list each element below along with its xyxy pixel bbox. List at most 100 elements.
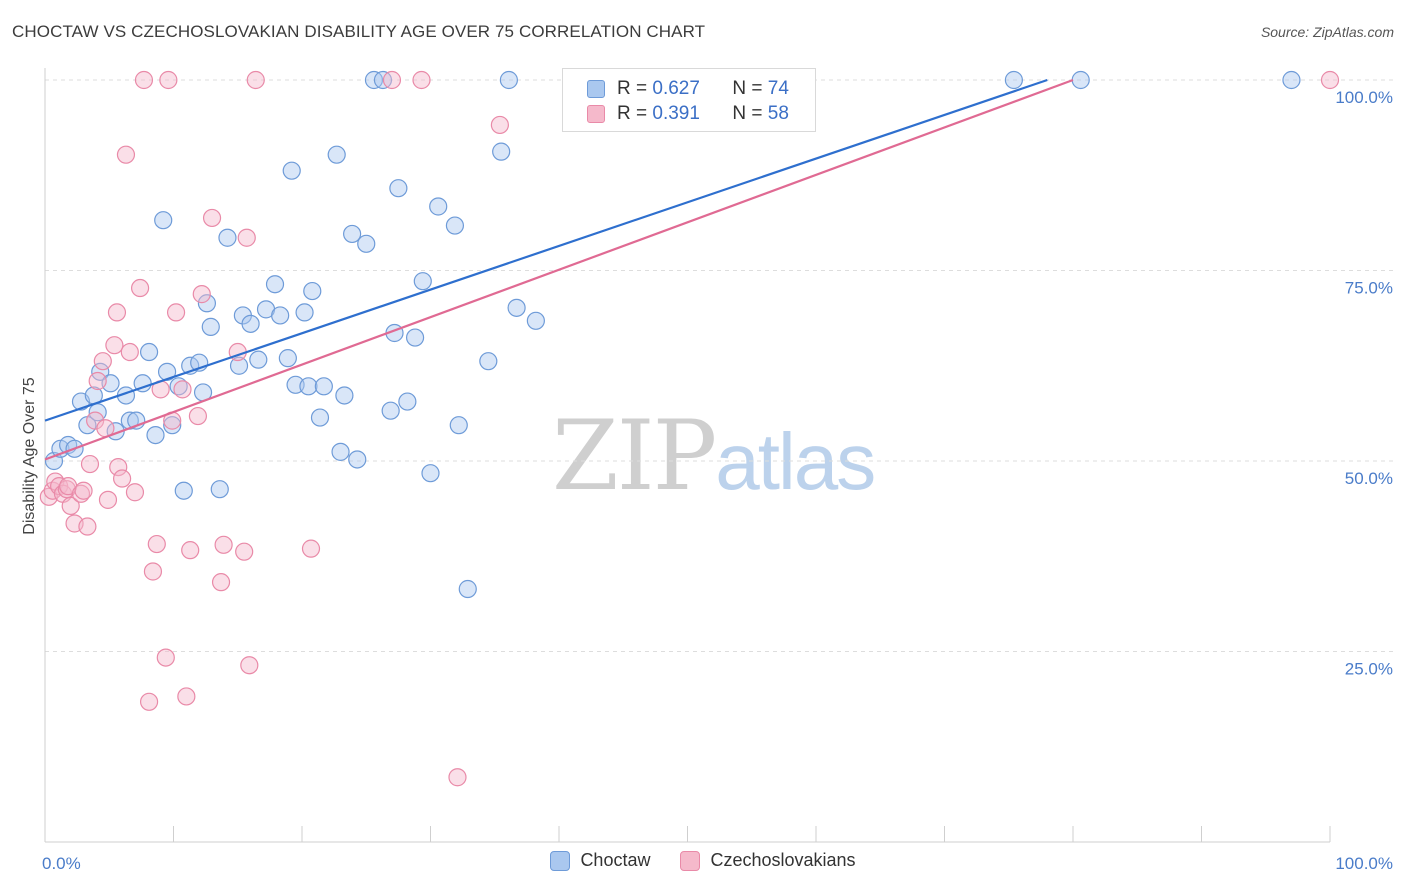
legend-swatch-choctaw [587,80,605,98]
choctaw-point [449,416,468,435]
choctaw-point [507,298,526,317]
choctaw-point [201,317,220,336]
choctaw-point [271,306,290,325]
czechoslovakians-points [39,70,1340,787]
source-label: Source: ZipAtlas.com [1260,24,1394,40]
czechoslovakians-point [86,411,105,430]
choctaw-point [1071,70,1090,90]
czechoslovakians-point [61,496,80,516]
czechoslovakians-point [78,517,97,536]
watermark-zip: ZIP [552,400,717,512]
legend-n-label: N = [732,78,763,99]
czechoslovakians-point [93,352,112,371]
legend-r-label: R = [617,78,648,99]
czechoslovakians-point [240,656,259,675]
choctaw-point [139,342,159,362]
choctaw-point [197,294,217,313]
czechoslovakians-point [147,534,166,554]
choctaw-point [314,377,333,396]
legend-r-value: 0.391 [652,103,700,124]
czechoslovakians-point [1320,70,1340,90]
czechoslovakians-point [246,70,265,90]
tick-labels: 100.0% 75.0% 50.0% 25.0% 0.0% 100.0% [42,88,1393,873]
y-axis-label: Disability Age Over 75 [21,377,38,535]
czechoslovakians-point [173,380,192,399]
choctaw-point [303,281,322,301]
choctaw-point [310,408,330,427]
legend-swatch-czech [587,105,605,123]
legend-swatch-czechoslovakians [680,850,701,871]
choctaw-point [421,464,440,483]
choctaw-point [1282,70,1301,90]
czechoslovakians-point [74,481,93,500]
czechoslovakians-point [202,208,222,228]
choctaw-point [429,197,448,216]
choctaw-point [479,352,498,371]
czechoslovakians-point [80,454,100,474]
czechoslovakians-point [120,342,139,362]
choctaw-point [445,216,465,235]
czechoslovakians-point [109,457,128,477]
series-legend: Choctaw Czechoslovakians [0,850,1406,871]
czechoslovakians-point [211,573,231,592]
czechoslovakians-point [88,371,107,391]
czechoslovakians-point [112,469,132,488]
legend-label-choctaw: Choctaw [580,850,651,870]
czechoslovakians-point [98,490,118,509]
x-tick-label: 100.0% [1335,854,1393,873]
choctaw-point [154,211,173,230]
czechoslovakians-point [71,484,91,503]
legend-n-value: 74 [767,78,789,99]
choctaw-point [265,275,285,294]
czechoslovakians-point [105,336,124,355]
choctaw-point [398,392,417,411]
czechoslovakians-point [235,542,254,561]
y-tick-label: 50.0% [1345,469,1393,488]
czechoslovakians-point [143,562,163,581]
choctaw-point [278,349,297,368]
choctaw-point [218,228,237,247]
czechoslovakians-point [490,115,509,135]
czechoslovakians-point [412,70,431,90]
czechoslovakians-point [156,648,175,667]
choctaw-point [295,303,314,322]
legend-item-czechoslovakians[interactable]: Czechoslovakians [680,850,856,871]
czechoslovakians-point [134,70,154,90]
legend-item-choctaw[interactable]: Choctaw [550,850,650,871]
choctaw-point [157,362,177,381]
legend-label-czechoslovakians: Czechoslovakians [710,850,856,870]
czechoslovakians-point [188,406,208,426]
trend-lines [44,78,1074,461]
watermark: ZIPatlas [552,400,876,512]
czechoslovakians-point [214,535,233,554]
choctaw-point [146,425,165,445]
czechoslovakians-point [166,303,186,322]
czechoslovakians-point [181,541,200,560]
choctaw-point [241,314,260,333]
choctaw-point [343,224,362,244]
czechoslovakians-point [159,70,178,90]
choctaw-point [174,481,193,500]
czechoslovakians-point [192,285,211,304]
choctaw-point [210,480,229,499]
choctaw-point [249,350,268,369]
choctaw-points [44,70,1301,599]
choctaw-point [526,311,545,330]
choctaw-point [389,179,408,198]
czechoslovakians-point [130,278,150,298]
choctaw-point [133,374,152,393]
choctaw-point [229,356,249,375]
choctaw-point [299,377,318,396]
choctaw-point [335,386,354,405]
y-tick-label: 100.0% [1335,88,1393,107]
choctaw-point [357,234,376,253]
czechoslovakians-point [107,303,127,322]
legend-r-label: R = [617,103,648,124]
x-tick-label: 0.0% [42,854,81,873]
czechoslovakians-point [382,70,402,90]
legend-n-value: 58 [767,103,789,124]
chart-title: CHOCTAW VS CZECHOSLOVAKIAN DISABILITY AG… [12,22,706,41]
czechoslovakians-point [125,483,145,502]
choctaw-point [405,328,425,347]
